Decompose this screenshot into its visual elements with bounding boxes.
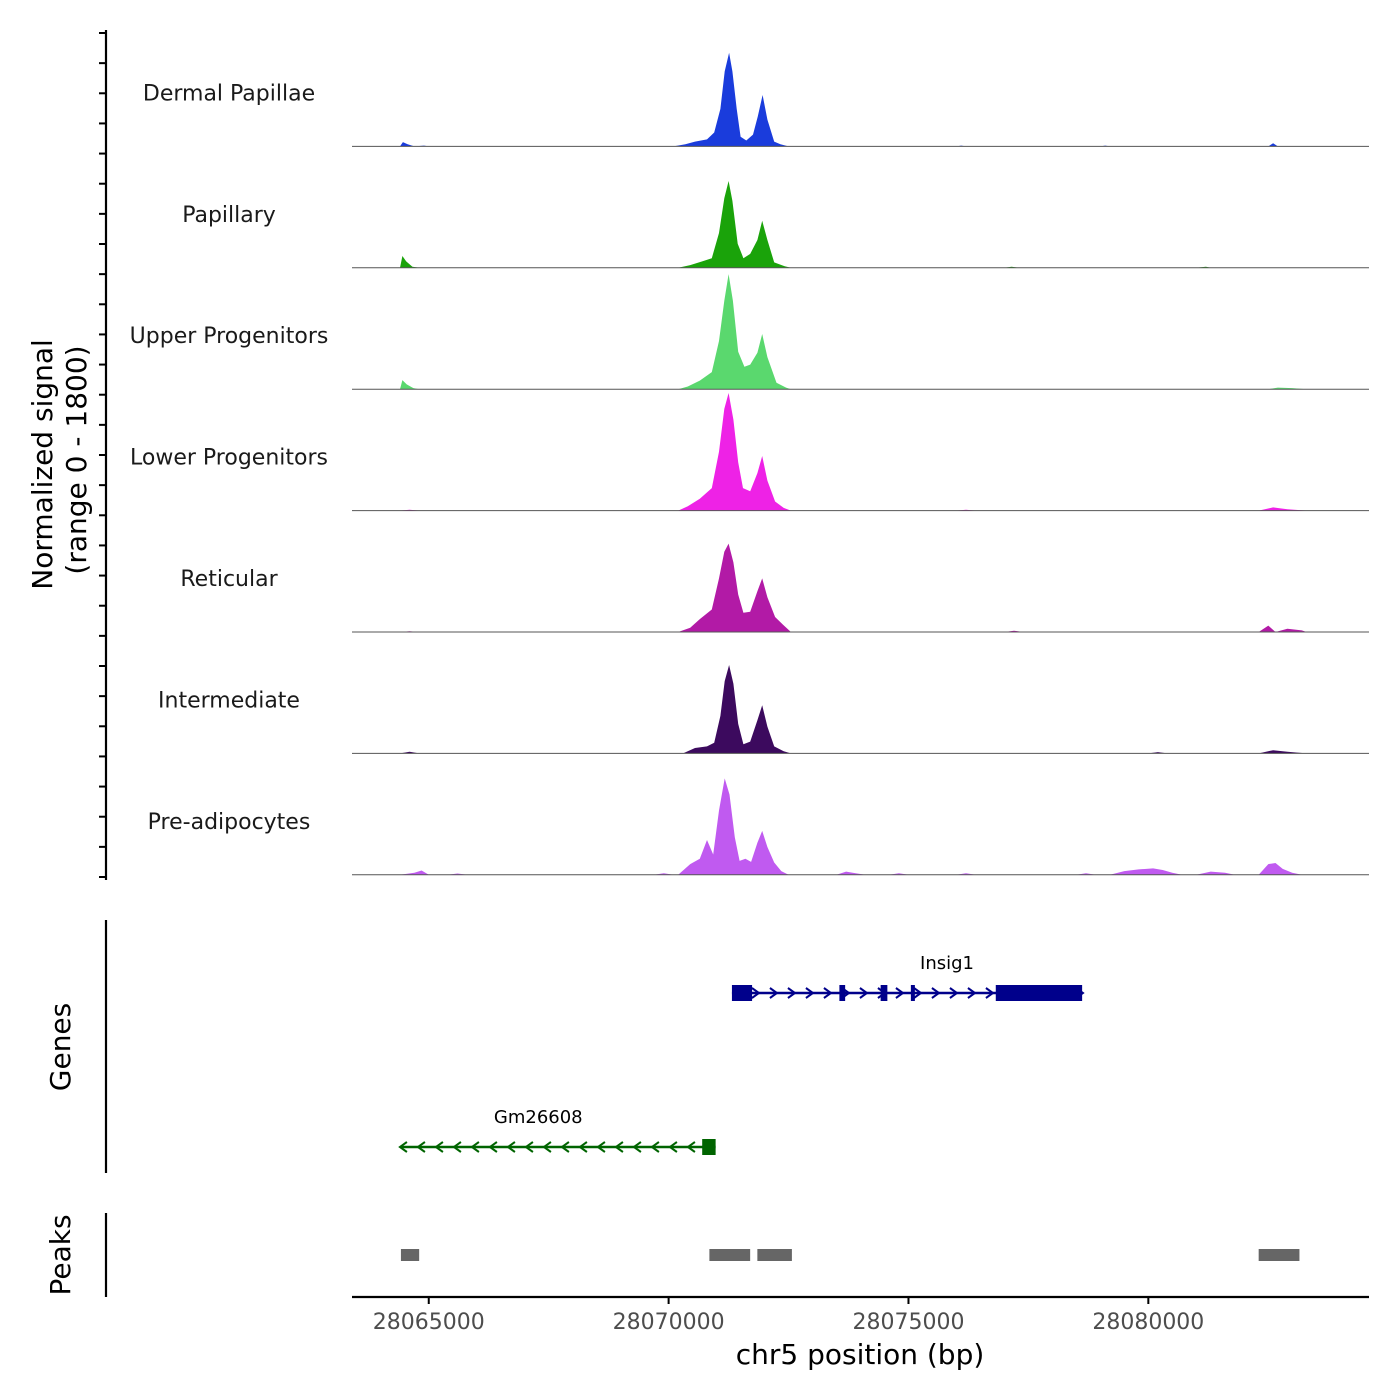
- track-label: Lower Progenitors: [130, 446, 328, 471]
- strand-arrow: [506, 1141, 516, 1153]
- peak: [400, 1249, 420, 1261]
- strand-arrow: [859, 987, 869, 999]
- exon: [702, 1139, 716, 1155]
- strand-arrow: [650, 1141, 660, 1153]
- gene-label: Insig1: [920, 953, 974, 974]
- strand-arrow: [895, 987, 905, 999]
- coverage-area: [352, 181, 1369, 268]
- strand-arrow: [416, 1141, 426, 1153]
- strand-arrow: [931, 987, 941, 999]
- coverage-area: [352, 778, 1369, 875]
- strand-arrow: [949, 987, 959, 999]
- strand-arrow: [751, 987, 761, 999]
- track-label: Papillary: [182, 203, 276, 228]
- peaks-panel-label: Peaks: [44, 1214, 77, 1295]
- track-label: Upper Progenitors: [130, 324, 329, 349]
- track-intermediate: Intermediate: [158, 665, 1369, 754]
- strand-arrow: [542, 1141, 552, 1153]
- coverage-area: [352, 274, 1369, 390]
- strand-arrow: [488, 1141, 498, 1153]
- strand-arrow: [787, 987, 797, 999]
- gene-label: Gm26608: [494, 1107, 583, 1128]
- strand-arrow: [614, 1141, 624, 1153]
- track-label: Dermal Papillae: [143, 81, 315, 106]
- x-tick-label: 28075000: [852, 1310, 964, 1335]
- exon: [880, 985, 888, 1001]
- coverage-area: [352, 393, 1369, 511]
- y-axis-title-line-1: Normalized signal: [26, 339, 59, 590]
- strand-arrow: [805, 987, 815, 999]
- exon: [731, 985, 753, 1001]
- signal-y-ticks: [99, 32, 106, 878]
- gene-gm26608: Gm26608: [398, 1107, 716, 1155]
- peak: [1258, 1249, 1300, 1261]
- x-axis-title: chr5 position (bp): [736, 1338, 985, 1371]
- strand-arrow: [769, 987, 779, 999]
- x-tick-label: 28070000: [613, 1310, 725, 1335]
- gene-annotations: Insig1 Gm26608: [398, 953, 1085, 1155]
- peak: [709, 1249, 751, 1261]
- track-lower-progenitors: Lower Progenitors: [130, 393, 1369, 512]
- strand-arrow: [913, 987, 923, 999]
- gene-insig1: Insig1: [731, 953, 1085, 1001]
- strand-arrow: [398, 1141, 408, 1153]
- strand-arrow: [434, 1141, 444, 1153]
- exon: [910, 985, 915, 1001]
- track-papillary: Papillary: [182, 181, 1369, 269]
- y-axis-title: Normalized signal (range 0 - 1800): [26, 330, 93, 589]
- coverage-area: [352, 543, 1369, 632]
- peak: [757, 1249, 792, 1261]
- exon: [839, 985, 846, 1001]
- coverage-area: [352, 665, 1369, 754]
- strand-arrow: [967, 987, 977, 999]
- strand-arrow: [985, 987, 995, 999]
- strand-arrow: [668, 1141, 678, 1153]
- track-label: Pre-adipocytes: [148, 810, 311, 835]
- track-reticular: Reticular: [180, 543, 1369, 633]
- track-label: Reticular: [180, 567, 278, 592]
- exon: [995, 985, 1083, 1001]
- strand-arrow: [524, 1141, 534, 1153]
- strand-arrow: [596, 1141, 606, 1153]
- strand-arrow: [470, 1141, 480, 1153]
- y-axis-title-line-2: (range 0 - 1800): [60, 345, 93, 574]
- strand-arrow: [823, 987, 833, 999]
- strand-arrow: [560, 1141, 570, 1153]
- track-dermal-papillae: Dermal Papillae: [143, 52, 1369, 147]
- x-tick-label: 28065000: [373, 1310, 485, 1335]
- coverage-area: [352, 52, 1369, 147]
- genes-panel-label: Genes: [44, 1003, 77, 1091]
- x-tick-label: 28080000: [1092, 1310, 1204, 1335]
- track-label: Intermediate: [158, 688, 300, 713]
- track-upper-progenitors: Upper Progenitors: [130, 274, 1369, 390]
- strand-arrow: [686, 1141, 696, 1153]
- coverage-tracks: Dermal Papillae Papillary Upper Progenitor…: [130, 52, 1369, 876]
- strand-arrow: [578, 1141, 588, 1153]
- strand-arrow: [632, 1141, 642, 1153]
- x-axis-ticks: 28065000 28070000 28075000 28080000: [373, 1297, 1204, 1335]
- strand-arrow: [452, 1141, 462, 1153]
- peak-regions: [400, 1249, 1300, 1261]
- track-pre-adipocytes: Pre-adipocytes: [148, 778, 1369, 876]
